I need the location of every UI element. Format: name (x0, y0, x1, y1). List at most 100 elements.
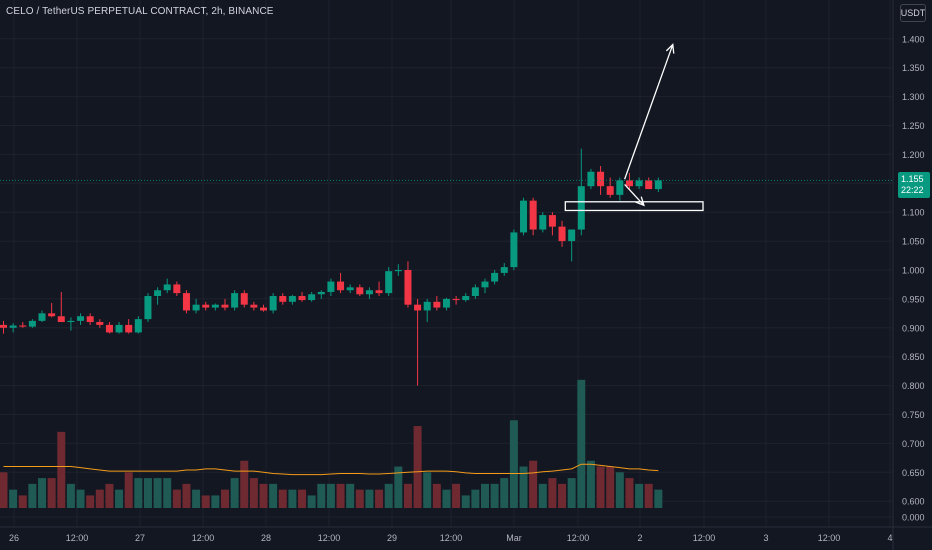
candle-body (587, 171, 595, 187)
candle-body (510, 232, 518, 268)
volume-bar (172, 489, 181, 508)
volume-bar (625, 478, 634, 508)
candle-body (288, 296, 296, 302)
candle-body (442, 298, 450, 308)
candle-body (625, 180, 633, 187)
candle-body (433, 301, 441, 308)
volume-bar (596, 466, 605, 508)
volume-bar (143, 478, 152, 508)
candle-body (154, 290, 162, 297)
candle-body (240, 293, 248, 305)
candle-body (423, 301, 431, 311)
candle-body (365, 290, 373, 295)
candle-body (260, 307, 268, 311)
volume-bar (38, 478, 47, 508)
volume-bar (182, 483, 191, 508)
volume-bar (47, 478, 56, 508)
candle-body (597, 171, 605, 187)
candle-body (221, 304, 229, 308)
candle-body (452, 298, 460, 301)
volume-bar (124, 472, 133, 508)
volume-bar (490, 483, 499, 508)
candle-body (520, 200, 528, 233)
candle-body (548, 215, 556, 227)
volume-bar (220, 489, 229, 508)
x-tick-label: 12:00 (66, 533, 89, 543)
candle-body (568, 229, 576, 242)
candle-body (105, 324, 113, 333)
target-arrow-up-head (665, 43, 675, 54)
volume-bar (192, 489, 201, 508)
volume-ma-polyline (3, 463, 659, 476)
y-tick-label: 0.800 (902, 381, 925, 391)
volume-bar (298, 489, 307, 508)
volume-bar (0, 472, 8, 508)
volume-bar (28, 483, 37, 508)
y-tick-label: 1.100 (902, 208, 925, 218)
y-tick-label: 1.050 (902, 237, 925, 247)
candle-body (645, 180, 653, 190)
candle-body (9, 325, 17, 328)
candle-body (577, 186, 585, 230)
volume-bar (500, 478, 509, 508)
x-tick-label: 12:00 (318, 533, 341, 543)
volume-bar (644, 483, 653, 508)
volume-bar (86, 495, 95, 508)
y-tick-label: 0.850 (902, 352, 925, 362)
y-tick-label: 1.350 (902, 63, 925, 73)
y-tick-label: 0.700 (902, 439, 925, 449)
volume-bar (317, 483, 326, 508)
volume-bar (413, 426, 422, 508)
last-price-label: 1.155 22:22 (898, 172, 930, 198)
x-tick-label: 12:00 (440, 533, 463, 543)
volume-bar (240, 460, 249, 508)
volume-bar (355, 489, 364, 508)
volume-bar (18, 495, 27, 508)
candle-body (635, 180, 643, 187)
volume-bar (365, 489, 374, 508)
y-tick-label: 1.000 (902, 266, 925, 276)
candle-body (375, 290, 383, 294)
x-tick-label: 2 (637, 533, 642, 543)
retest-arrow-down-head (635, 196, 645, 207)
candle-body (500, 267, 508, 273)
volume-bar (461, 495, 470, 508)
drawings[interactable] (564, 43, 704, 212)
volume-bar (76, 489, 85, 508)
volume-bar (259, 483, 268, 508)
volume-bar (375, 489, 384, 508)
volume-bar (230, 478, 239, 508)
volume-bar (548, 478, 557, 508)
grid (0, 0, 893, 527)
x-tick-label: 3 (763, 533, 768, 543)
volume-bar (577, 379, 586, 508)
x-tick-label: 12:00 (693, 533, 716, 543)
volume-bar (249, 478, 258, 508)
volume-bar (452, 483, 461, 508)
candle-body (385, 271, 393, 294)
volume-bar (153, 478, 162, 508)
candle-body (491, 272, 499, 282)
y-tick-label: 0.750 (902, 410, 925, 420)
y-tick-label: 1.300 (902, 92, 925, 102)
retest-arrow-down (624, 184, 645, 206)
candle-body (115, 324, 123, 333)
time-axis[interactable]: 26 12:00 27 12:00 28 12:00 29 12:00 Mar 12:00 2 12:… (0, 526, 932, 543)
volume-bar (307, 495, 316, 508)
y-tick-label: 0.600 (902, 497, 925, 507)
candle-body (48, 313, 56, 317)
candle-body (182, 293, 190, 311)
candle-body (202, 304, 210, 308)
y-tick-label: 1.250 (902, 121, 925, 131)
volume-bar (115, 489, 124, 508)
volume-bar (394, 466, 403, 508)
volume-bar (326, 483, 335, 508)
y-tick-label: 0.950 (902, 294, 925, 304)
volume-bar (635, 483, 644, 508)
x-tick-label: 26 (9, 533, 19, 543)
price-axis[interactable]: 1.4001.3501.3001.2501.2001.1501.1001.050… (892, 0, 925, 550)
volume-bar (105, 483, 114, 508)
currency-unit-button[interactable]: USDT (900, 4, 926, 22)
candle-body (38, 313, 46, 321)
